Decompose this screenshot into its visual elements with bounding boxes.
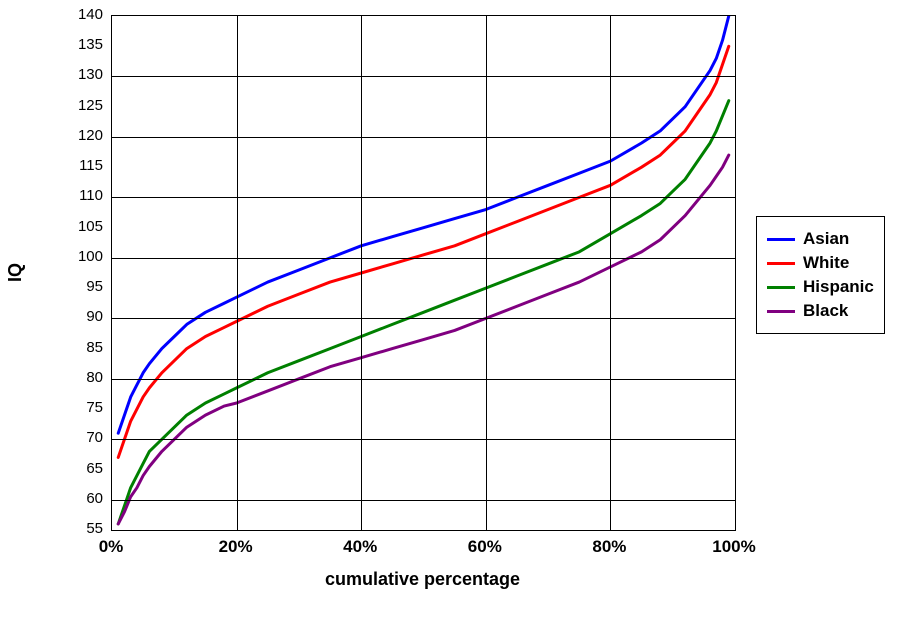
legend: Asian White Hispanic Black (756, 216, 885, 334)
y-tick-label: 120 (63, 127, 103, 144)
grid-line (237, 16, 238, 530)
y-tick-label: 135 (63, 36, 103, 53)
y-tick-label: 140 (63, 6, 103, 23)
y-tick-label: 65 (63, 460, 103, 477)
y-axis-title: IQ (5, 263, 26, 282)
grid-line (486, 16, 487, 530)
y-tick-label: 100 (63, 248, 103, 265)
x-tick-label: 100% (704, 537, 764, 557)
y-tick-label: 55 (63, 520, 103, 537)
x-tick-label: 0% (81, 537, 141, 557)
y-tick-label: 75 (63, 399, 103, 416)
y-tick-label: 115 (63, 157, 103, 174)
x-tick-label: 20% (206, 537, 266, 557)
legend-label: Hispanic (803, 277, 874, 297)
legend-item: Black (767, 301, 874, 321)
y-tick-label: 70 (63, 429, 103, 446)
y-tick-label: 130 (63, 66, 103, 83)
x-axis-title: cumulative percentage (111, 569, 734, 590)
grid-line (112, 258, 735, 259)
x-tick-label: 80% (579, 537, 639, 557)
legend-item: White (767, 253, 874, 273)
x-tick-label: 60% (455, 537, 515, 557)
series-line-hispanic (118, 101, 729, 524)
y-tick-label: 60 (63, 490, 103, 507)
grid-line (112, 318, 735, 319)
y-tick-label: 105 (63, 218, 103, 235)
chart-lines (112, 16, 735, 530)
legend-swatch (767, 286, 795, 289)
chart-container: IQ cumulative percentage Asian White Hispa… (0, 0, 911, 623)
legend-label: Asian (803, 229, 849, 249)
grid-line (112, 76, 735, 77)
y-tick-label: 85 (63, 339, 103, 356)
legend-label: Black (803, 301, 848, 321)
series-line-black (118, 155, 729, 524)
grid-line (112, 379, 735, 380)
grid-line (610, 16, 611, 530)
grid-line (112, 500, 735, 501)
grid-line (361, 16, 362, 530)
legend-item: Hispanic (767, 277, 874, 297)
legend-label: White (803, 253, 849, 273)
legend-swatch (767, 310, 795, 313)
y-tick-label: 125 (63, 97, 103, 114)
legend-item: Asian (767, 229, 874, 249)
y-tick-label: 110 (63, 187, 103, 204)
x-tick-label: 40% (330, 537, 390, 557)
plot-area (111, 15, 736, 531)
series-line-white (118, 46, 729, 457)
grid-line (112, 137, 735, 138)
y-tick-label: 80 (63, 369, 103, 386)
grid-line (112, 197, 735, 198)
series-line-asian (118, 16, 729, 433)
y-tick-label: 90 (63, 308, 103, 325)
y-tick-label: 95 (63, 278, 103, 295)
legend-swatch (767, 262, 795, 265)
legend-swatch (767, 238, 795, 241)
grid-line (112, 439, 735, 440)
